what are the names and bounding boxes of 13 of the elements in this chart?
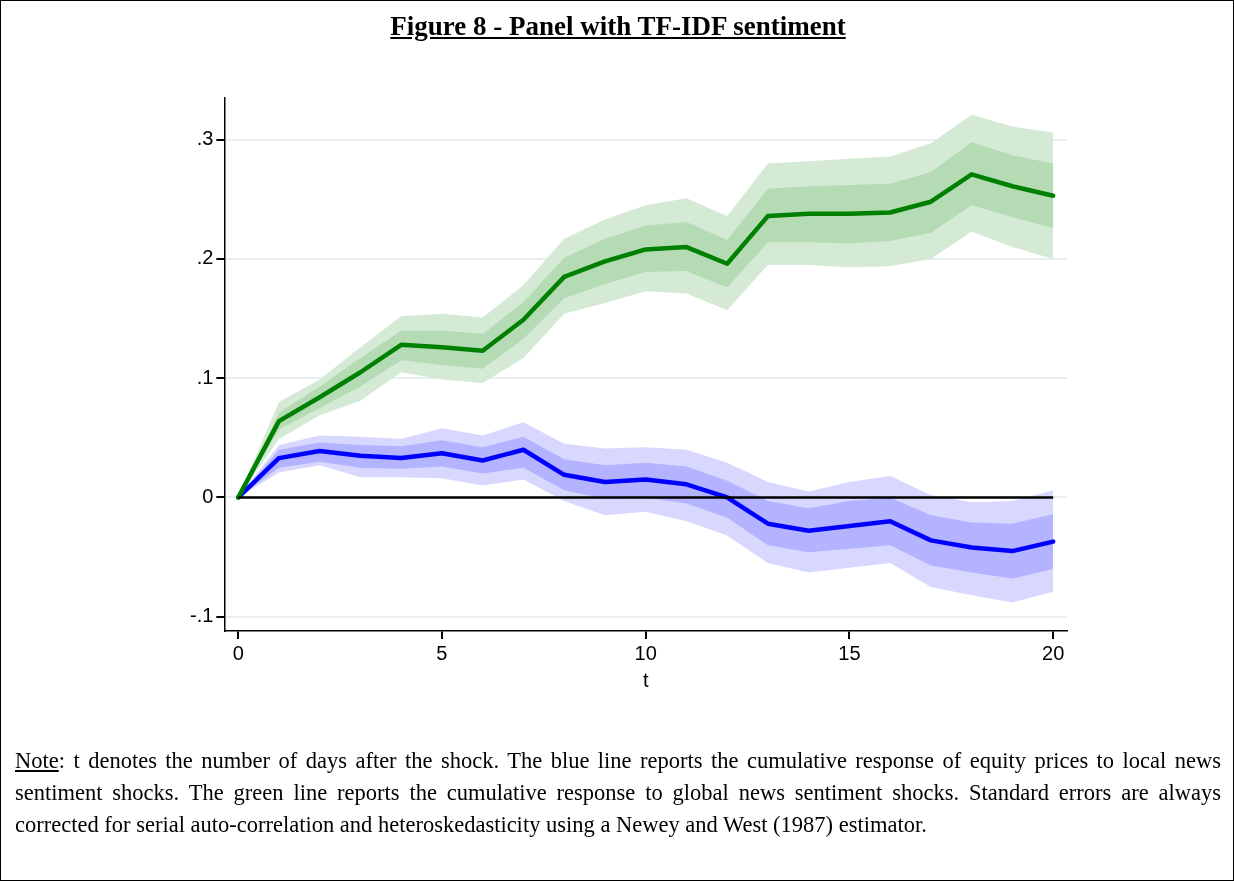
text: Note: t denotes the number of days after the shock. The blue line reports the cumulative response of equity prices to local news sentiment shocks. The green line reports the cumulative response to global news sentiment shocks. Standard errors are always corrected for serial auto-correlation and heteroskedasticity using a Newey and West (1987) estimator. [15,748,1221,837]
x-tick-label: 20 [1042,641,1065,664]
x-axis-title: t [642,668,649,691]
y-tick-label: .2 [196,246,214,269]
x-tick-label: 15 [838,641,861,664]
y-tick-label: -.1 [190,604,214,627]
y-tick-label: .3 [196,127,214,150]
chart-title: Figure 8 - Panel with TF-IDF sentiment [389,11,847,42]
y-tick-label: .1 [196,365,214,388]
y-tick-label: 0 [202,484,214,507]
x-tick-label: 5 [436,641,448,664]
x-tick-label: 10 [634,641,657,664]
x-tick-label: 0 [232,641,244,664]
